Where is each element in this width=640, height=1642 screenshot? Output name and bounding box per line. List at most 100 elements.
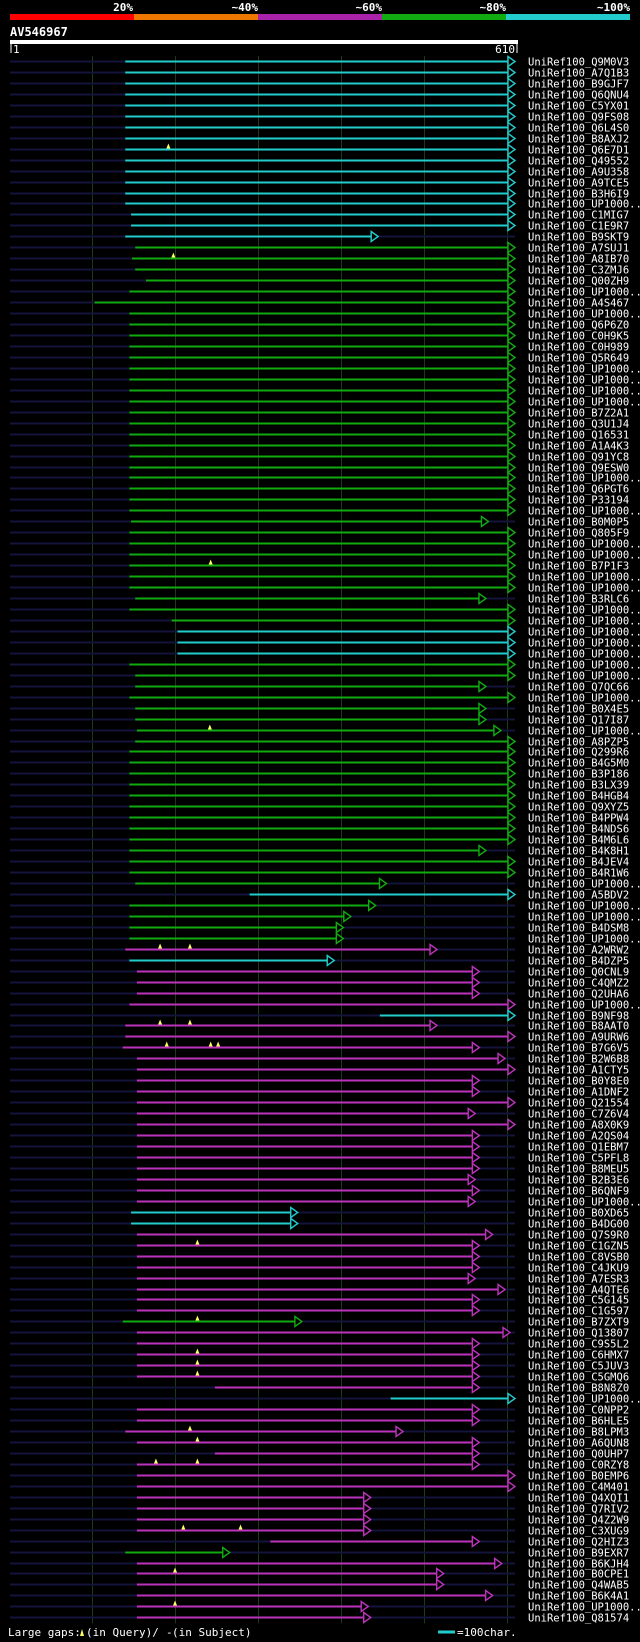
hit-row: UniRef100_Q6P6Z0 (10, 318, 629, 332)
hit-arrowhead (507, 537, 517, 550)
hit-row: UniRef100_UP1000.. (10, 384, 640, 398)
hit-arrowhead (507, 439, 517, 452)
hit-label: UniRef100_B6QNF9 (528, 1186, 629, 1198)
hit-arrowhead (467, 1107, 477, 1120)
hit-arrowhead (502, 1326, 512, 1339)
hit-label: UniRef100_C5G145 (528, 1295, 629, 1307)
hit-arrowhead (507, 296, 517, 309)
hit-row: UniRef100_Q4XQI1 (10, 1491, 629, 1505)
hit-label: UniRef100_Q1EBM7 (528, 1142, 629, 1154)
query-title: AV546967 (10, 25, 68, 39)
hit-row: UniRef100_B3LX39 (10, 778, 629, 792)
hit-row: UniRef100_C0NPP2 (10, 1403, 629, 1417)
hit-label: UniRef100_UP1000.. (528, 506, 640, 518)
hit-arrowhead (507, 1030, 517, 1043)
hit-arrowhead (363, 1524, 372, 1537)
hit-arrowhead (507, 252, 517, 265)
hit-arrowhead (326, 954, 336, 967)
hit-arrowhead (363, 1502, 372, 1515)
hit-arrowhead (507, 855, 517, 868)
hit-label: UniRef100_C9S5L2 (528, 1339, 629, 1351)
hit-row: UniRef100_B9GJF7 (10, 77, 629, 91)
hit-arrowhead (471, 976, 481, 989)
hit-label: UniRef100_B9SKT9 (528, 232, 629, 244)
hit-arrowhead (471, 1250, 481, 1263)
hit-row: UniRef100_Q0UHP7 (10, 1447, 629, 1461)
hit-arrowhead (471, 965, 481, 978)
hit-arrowhead (507, 800, 517, 813)
hit-arrowhead (471, 1074, 481, 1087)
hit-row: UniRef100_UP1000.. (10, 570, 640, 584)
hit-label: UniRef100_UP1000.. (528, 616, 640, 628)
hit-row: UniRef100_B4G5M0 (10, 756, 629, 770)
hit-arrowhead (507, 669, 517, 682)
hit-label: UniRef100_C1G597 (528, 1306, 629, 1318)
hit-arrowhead (471, 987, 481, 1000)
hit-label: UniRef100_A7SUJ1 (528, 243, 629, 255)
hit-row: UniRef100_UP1000.. (10, 877, 640, 891)
footer-gaps-label: Large gaps: (8, 1626, 81, 1639)
hit-label: UniRef100_B8MEU5 (528, 1164, 629, 1176)
hit-arrowhead (471, 1261, 481, 1274)
hit-row: UniRef100_Q17I87 (10, 713, 629, 727)
hit-arrowhead (478, 713, 488, 726)
hit-row: UniRef100_B6QNF9 (10, 1184, 629, 1198)
hit-label: UniRef100_A1A4K3 (528, 441, 629, 453)
scale-band-5 (506, 14, 630, 20)
hit-label: UniRef100_A5BDV2 (528, 890, 629, 902)
query-gap-marker (187, 1019, 192, 1025)
query-bar (10, 40, 518, 44)
hit-label: UniRef100_UP1000.. (528, 879, 640, 891)
hit-arrowhead (471, 1414, 481, 1427)
hit-arrowhead (378, 877, 388, 890)
hit-label: UniRef100_C5GMQ6 (528, 1372, 629, 1384)
hit-arrowhead (484, 1589, 494, 1602)
hit-label: UniRef100_C0H989 (528, 342, 629, 354)
hit-row: UniRef100_Q49552 (10, 154, 629, 168)
hit-label: UniRef100_B0M0P5 (528, 517, 629, 529)
hit-arrowhead (435, 1567, 445, 1580)
hit-row: UniRef100_B8LPM3 (10, 1425, 629, 1439)
hit-arrowhead (335, 921, 345, 934)
hit-row: UniRef100_C1E9R7 (10, 219, 629, 233)
hit-arrowhead (507, 384, 517, 397)
hit-label: UniRef100_UP1000.. (528, 649, 640, 661)
query-gap-marker (207, 724, 212, 730)
hit-row: UniRef100_A4QTE6 (10, 1283, 629, 1297)
hit-arrowhead (494, 1557, 503, 1570)
query-gap-marker (195, 1370, 200, 1376)
hit-row: UniRef100_B7ZXT9 (10, 1315, 629, 1329)
hit-row: UniRef100_Q2UHA6 (10, 987, 629, 1001)
hit-label: UniRef100_B6KJH4 (528, 1559, 629, 1571)
hit-row: UniRef100_Q6L4S0 (10, 121, 629, 135)
hit-arrowhead (222, 1546, 231, 1559)
hit-label: UniRef100_Q9ESW0 (528, 463, 629, 475)
hit-row: UniRef100_Q2HIZ3 (10, 1535, 629, 1549)
hit-label: UniRef100_Q13807 (528, 1328, 629, 1340)
hit-arrowhead (471, 1436, 481, 1449)
hit-label: UniRef100_Q4XQI1 (528, 1493, 629, 1505)
hit-label: UniRef100_A9TCE5 (528, 178, 629, 190)
hit-arrowhead (507, 461, 517, 474)
hit-row: UniRef100_Q7RIV2 (10, 1502, 629, 1516)
hit-label: UniRef100_A7Q1B3 (528, 68, 629, 80)
hit-label: UniRef100_B8N8Z0 (528, 1383, 629, 1395)
hit-label: UniRef100_UP1000.. (528, 1602, 640, 1614)
hit-arrowhead (507, 99, 517, 112)
hit-row: UniRef100_B6K4A1 (10, 1589, 629, 1603)
hit-row: UniRef100_B3RLC6 (10, 592, 629, 606)
hit-label: UniRef100_UP1000.. (528, 397, 640, 409)
hit-arrowhead (507, 274, 517, 287)
hit-row: UniRef100_A1DNF2 (10, 1085, 629, 1099)
hit-arrowhead (360, 1600, 370, 1613)
hit-label: UniRef100_B4DG00 (528, 1219, 629, 1231)
hit-row: UniRef100_C4QMZ2 (10, 976, 629, 990)
hit-row: UniRef100_B7G6V5 (10, 1041, 629, 1055)
hit-label: UniRef100_C0RZY8 (528, 1460, 629, 1472)
hit-label: UniRef100_UP1000.. (528, 1197, 640, 1209)
hit-row: UniRef100_Q13807 (10, 1326, 629, 1340)
hit-row: UniRef100_C0H989 (10, 340, 629, 354)
hit-label: UniRef100_A1DNF2 (528, 1087, 629, 1099)
hit-label: UniRef100_UP1000.. (528, 199, 640, 211)
hit-label: UniRef100_UP1000.. (528, 638, 640, 650)
